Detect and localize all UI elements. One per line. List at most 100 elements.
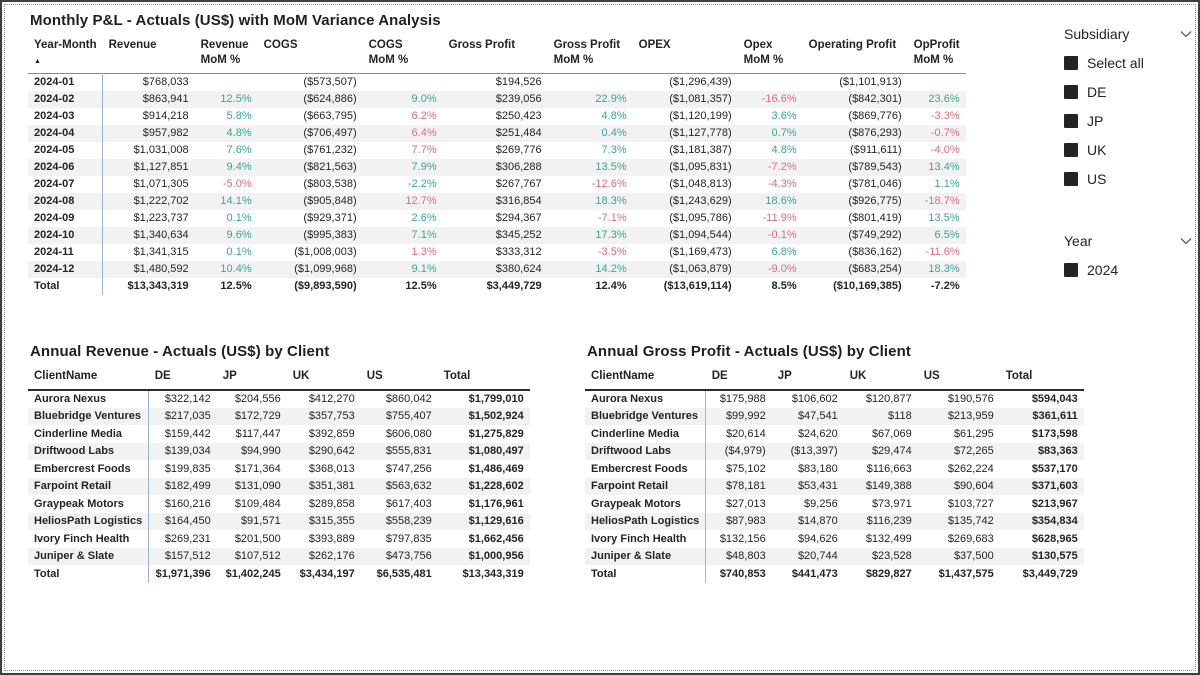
column-header-label: OPEX <box>638 39 671 51</box>
row-header-cell: Driftwood Labs <box>28 442 150 461</box>
row-header-cell: Total <box>28 277 104 295</box>
checkbox-checked-icon[interactable] <box>1064 114 1078 128</box>
value-cell: ($911,611) <box>850 143 902 156</box>
value-cell: -7.2% <box>907 277 966 295</box>
value-cell: $117,447 <box>235 427 281 440</box>
value-cell: ($13,397) <box>771 442 844 461</box>
value-cell: ($624,886) <box>257 90 363 108</box>
column-header-uk[interactable]: UK <box>287 367 361 390</box>
column-header-jp[interactable]: JP <box>217 367 287 390</box>
column-header-opprofit[interactable]: OpProfit MoM % <box>908 36 966 73</box>
checkbox-checked-icon[interactable] <box>1064 263 1078 277</box>
value-cell: 17.3% <box>547 226 633 244</box>
column-header-revenue[interactable]: Revenue <box>103 36 195 73</box>
value-cell: -12.6% <box>591 177 627 190</box>
column-header-gross-profit[interactable]: Gross Profit MoM % <box>548 36 633 73</box>
value-cell: 1.3% <box>411 245 437 258</box>
value-cell: 4.8% <box>601 109 627 122</box>
value-cell: $617,403 <box>385 497 432 510</box>
chevron-down-icon[interactable] <box>1180 237 1192 245</box>
column-header-total[interactable]: Total <box>438 367 530 390</box>
checkbox-checked-icon[interactable] <box>1064 143 1078 157</box>
column-header-label: ClientName <box>34 370 98 382</box>
column-header-clientname[interactable]: ClientName <box>28 367 149 390</box>
value-cell: 13.5% <box>547 158 633 176</box>
column-header-clientname[interactable]: ClientName <box>585 367 706 390</box>
column-header-uk[interactable]: UK <box>844 367 918 390</box>
total-row: Total $1,971,396 $1,402,245 $3,434,197 $6,53… <box>28 565 530 583</box>
value-cell: 4.8% <box>771 143 797 156</box>
value-cell: 0.1% <box>226 211 252 224</box>
value-cell: $1,486,469 <box>468 462 524 475</box>
slicer-item-select-all[interactable]: Select all <box>1064 55 1192 71</box>
slicer-item-label: JP <box>1087 113 1104 129</box>
value-cell: 13.5% <box>928 211 960 224</box>
slicer-item-2024[interactable]: 2024 <box>1064 262 1192 278</box>
value-cell: $3,449,729 <box>442 277 548 295</box>
monthly-pnl-visual: Monthly P&L - Actuals (US$) with MoM Var… <box>28 12 966 295</box>
chevron-down-icon[interactable] <box>1180 30 1192 38</box>
slicer-item-de[interactable]: DE <box>1064 84 1192 100</box>
value-cell: $441,473 <box>771 565 844 583</box>
column-header-label: Operating Profit <box>808 39 897 51</box>
table-row: 2024-07 $1,071,305 -5.0% ($803,538) -2.2% $26… <box>28 175 966 193</box>
checkbox-checked-icon[interactable] <box>1064 85 1078 99</box>
row-header-cell: Cinderline Media <box>28 425 150 443</box>
value-cell: 22.9% <box>547 90 633 108</box>
column-header-de[interactable]: DE <box>706 367 772 390</box>
table-row: Cinderline Media $159,442 $117,447 $392,859… <box>28 425 530 443</box>
value-cell: $99,992 <box>705 407 772 426</box>
value-cell: $53,431 <box>771 477 844 496</box>
column-header-de[interactable]: DE <box>149 367 217 390</box>
value-cell: $392,859 <box>308 427 355 440</box>
column-header-cogs[interactable]: COGS <box>258 36 363 73</box>
subsidiary-slicer-header: Subsidiary <box>1064 26 1192 42</box>
value-cell: $47,541 <box>771 407 844 426</box>
column-header-total[interactable]: Total <box>1000 367 1084 390</box>
value-cell: $103,727 <box>947 497 994 510</box>
value-cell: 0.7% <box>737 124 803 142</box>
column-header-label: COGS <box>368 39 403 51</box>
column-header-us[interactable]: US <box>918 367 1000 390</box>
column-header-opex[interactable]: Opex MoM % <box>738 36 803 73</box>
table-row: 2024-02 $863,941 12.5% ($624,886) 9.0% $239,0… <box>28 90 966 108</box>
subsidiary-slicer: Subsidiary Select all DE JP UK US <box>1064 26 1192 187</box>
value-cell: $107,512 <box>216 547 287 566</box>
column-header-cogs[interactable]: COGS MoM % <box>363 36 443 73</box>
column-header-year-month[interactable]: Year-Month ▲ <box>28 36 103 73</box>
value-cell <box>363 73 443 91</box>
checkbox-checked-icon[interactable] <box>1064 56 1078 70</box>
value-cell: $563,632 <box>360 477 438 496</box>
column-header-label: DE <box>711 370 728 382</box>
column-header-us[interactable]: US <box>361 367 438 390</box>
column-header-label: Revenue <box>108 39 157 51</box>
value-cell: ($749,292) <box>802 226 908 244</box>
slicer-item-jp[interactable]: JP <box>1064 113 1192 129</box>
value-cell: $380,624 <box>442 260 548 278</box>
value-cell: 13.4% <box>907 158 966 176</box>
row-header-cell: Bluebridge Ventures <box>585 407 707 426</box>
column-header-jp[interactable]: JP <box>772 367 844 390</box>
value-cell: 18.6% <box>737 192 803 210</box>
value-cell: $316,854 <box>442 192 548 210</box>
value-cell: $1,502,924 <box>437 407 530 426</box>
column-header-opex[interactable]: OPEX <box>633 36 738 73</box>
value-cell: $24,620 <box>797 427 838 440</box>
column-header-operating-profit[interactable]: Operating Profit <box>803 36 908 73</box>
value-cell: $94,990 <box>216 442 287 461</box>
value-cell: $91,571 <box>216 512 287 531</box>
value-cell: $412,270 <box>308 392 355 405</box>
checkbox-checked-icon[interactable] <box>1064 172 1078 186</box>
value-cell: $393,889 <box>308 532 355 545</box>
slicer-item-uk[interactable]: UK <box>1064 142 1192 158</box>
value-cell: ($995,383) <box>257 226 363 244</box>
value-cell: $740,853 <box>705 565 772 583</box>
value-cell: ($706,497) <box>257 124 363 142</box>
table-row: Driftwood Labs $139,034 $94,990 $290,642 $55… <box>28 442 530 461</box>
value-cell: $78,181 <box>705 477 772 496</box>
slicer-item-us[interactable]: US <box>1064 171 1192 187</box>
column-header-revenue[interactable]: Revenue MoM % <box>195 36 258 73</box>
value-cell: $182,499 <box>148 477 217 496</box>
value-cell: $173,598 <box>1031 427 1078 440</box>
column-header-gross-profit[interactable]: Gross Profit <box>443 36 548 73</box>
